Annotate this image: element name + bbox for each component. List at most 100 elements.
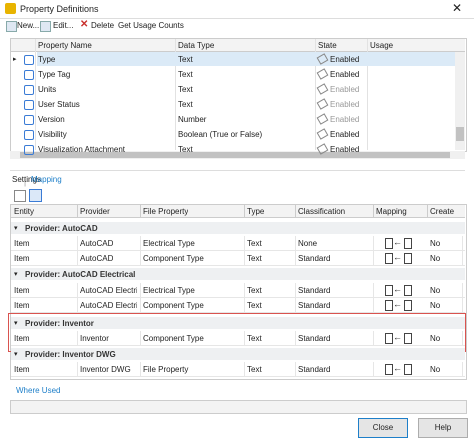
cell[interactable]: Item	[14, 365, 30, 374]
property-name[interactable]: Visualization Attachment	[38, 145, 126, 154]
cell[interactable]: Item	[14, 286, 30, 295]
property-name[interactable]: Units	[38, 85, 57, 94]
column-header[interactable]: Mapping	[376, 207, 407, 216]
cell[interactable]: No	[430, 301, 441, 310]
toolbar-icon[interactable]	[80, 21, 91, 32]
property-name[interactable]: Type Tag	[38, 70, 71, 79]
property-name[interactable]: Visibility	[38, 130, 67, 139]
mapping-file[interactable]	[404, 300, 412, 311]
button[interactable]: Close	[358, 418, 408, 438]
cell[interactable]: Inventor DWG	[80, 365, 131, 374]
cell[interactable]: Standard	[298, 301, 331, 310]
data-type[interactable]: Text	[178, 100, 193, 109]
state[interactable]: Enabled	[330, 130, 360, 139]
settings-icon[interactable]	[14, 190, 26, 202]
toolbar-button[interactable]: Edit...	[53, 21, 74, 30]
cell[interactable]: Component Type	[143, 334, 204, 343]
cell[interactable]: No	[430, 334, 441, 343]
column-header[interactable]: Entity	[14, 207, 35, 216]
toolbar-icon[interactable]	[40, 21, 51, 32]
cell[interactable]: Standard	[298, 286, 331, 295]
column-header[interactable]: Data Type	[178, 41, 215, 50]
cell[interactable]: No	[430, 254, 441, 263]
mapping-icon[interactable]	[385, 253, 393, 264]
cell[interactable]: Text	[247, 254, 262, 263]
cell[interactable]: AutoCAD	[80, 254, 114, 263]
column-header[interactable]: Provider	[80, 207, 110, 216]
property-name[interactable]: Type	[38, 55, 56, 64]
data-type[interactable]: Text	[178, 70, 193, 79]
column-header[interactable]: Property Name	[38, 41, 92, 50]
cell[interactable]: AutoCAD Electri...	[80, 301, 137, 310]
cell[interactable]: Text	[247, 301, 262, 310]
cell[interactable]: Standard	[298, 365, 331, 374]
property-name[interactable]: User Status	[38, 100, 80, 109]
column-header[interactable]: Classification	[298, 207, 346, 216]
cell[interactable]: No	[430, 286, 441, 295]
toolbar-button[interactable]: Get Usage Counts	[118, 21, 184, 30]
cell[interactable]: No	[430, 239, 441, 248]
cell[interactable]: Text	[247, 286, 262, 295]
mapping-icon[interactable]	[385, 285, 393, 296]
cell[interactable]: Electrical Type	[143, 239, 195, 248]
toolbar-button[interactable]: Delete	[91, 21, 115, 30]
cell[interactable]: Inventor	[80, 334, 109, 343]
group-toggle[interactable]: ▾	[14, 320, 18, 327]
close-x[interactable]: ✕	[452, 1, 463, 15]
data-type[interactable]: Text	[178, 145, 193, 154]
group-toggle[interactable]: ▾	[14, 225, 18, 232]
cell[interactable]: Item	[14, 301, 30, 310]
state[interactable]: Enabled	[330, 115, 360, 124]
list-icon[interactable]	[29, 189, 42, 202]
cell[interactable]: Standard	[298, 254, 331, 263]
column-header[interactable]: Type	[247, 207, 265, 216]
cell[interactable]: File Property	[143, 365, 189, 374]
cell[interactable]: Item	[14, 239, 30, 248]
mapping-file[interactable]	[404, 333, 412, 344]
cell[interactable]: Electrical Type	[143, 286, 195, 295]
column-header[interactable]: Usage	[370, 41, 394, 50]
cell[interactable]: No	[430, 365, 441, 374]
v-scrollbar[interactable]	[455, 52, 465, 150]
cell[interactable]: Component Type	[143, 301, 204, 310]
tab[interactable]: Settings	[12, 175, 41, 184]
group-toggle[interactable]: ▾	[14, 351, 18, 358]
cell[interactable]: Standard	[298, 334, 331, 343]
column-header[interactable]: Create	[430, 207, 455, 216]
cell[interactable]: Component Type	[143, 254, 204, 263]
link[interactable]: Where Used	[16, 386, 61, 395]
data-type[interactable]: Text	[178, 85, 193, 94]
group-toggle[interactable]: ▾	[14, 271, 18, 278]
data-type[interactable]: Boolean (True or False)	[178, 130, 263, 139]
cell[interactable]: AutoCAD Electri...	[80, 286, 137, 295]
mapping-file[interactable]	[404, 238, 412, 249]
button[interactable]: Help	[418, 418, 468, 438]
h-scrollbar[interactable]	[10, 151, 465, 159]
state[interactable]: Enabled	[330, 55, 360, 64]
state[interactable]: Enabled	[330, 85, 360, 94]
cell[interactable]: Item	[14, 254, 30, 263]
mapping-icon[interactable]	[385, 238, 393, 249]
delete-icon[interactable]: ✕	[80, 19, 89, 30]
state[interactable]: Enabled	[330, 100, 360, 109]
toolbar-icon[interactable]	[6, 21, 17, 32]
mapping-file[interactable]	[404, 285, 412, 296]
cell[interactable]: Text	[247, 365, 262, 374]
mapping-icon[interactable]	[385, 364, 393, 375]
cell[interactable]: Text	[247, 334, 262, 343]
cell[interactable]: AutoCAD	[80, 239, 114, 248]
mapping-icon[interactable]	[385, 300, 393, 311]
tab[interactable]: Mapping	[31, 175, 62, 184]
cell[interactable]: Item	[14, 334, 30, 343]
cell[interactable]: None	[298, 239, 318, 248]
toolbar-button[interactable]: New...	[17, 21, 40, 30]
mapping-file[interactable]	[404, 253, 412, 264]
mapping-icon[interactable]	[385, 333, 393, 344]
column-header[interactable]: File Property	[143, 207, 189, 216]
mapping-file[interactable]	[404, 364, 412, 375]
state[interactable]: Enabled	[330, 145, 360, 154]
data-type[interactable]: Text	[178, 55, 193, 64]
cell[interactable]: Text	[247, 239, 262, 248]
column-header[interactable]: State	[318, 41, 337, 50]
data-type[interactable]: Number	[178, 115, 207, 124]
